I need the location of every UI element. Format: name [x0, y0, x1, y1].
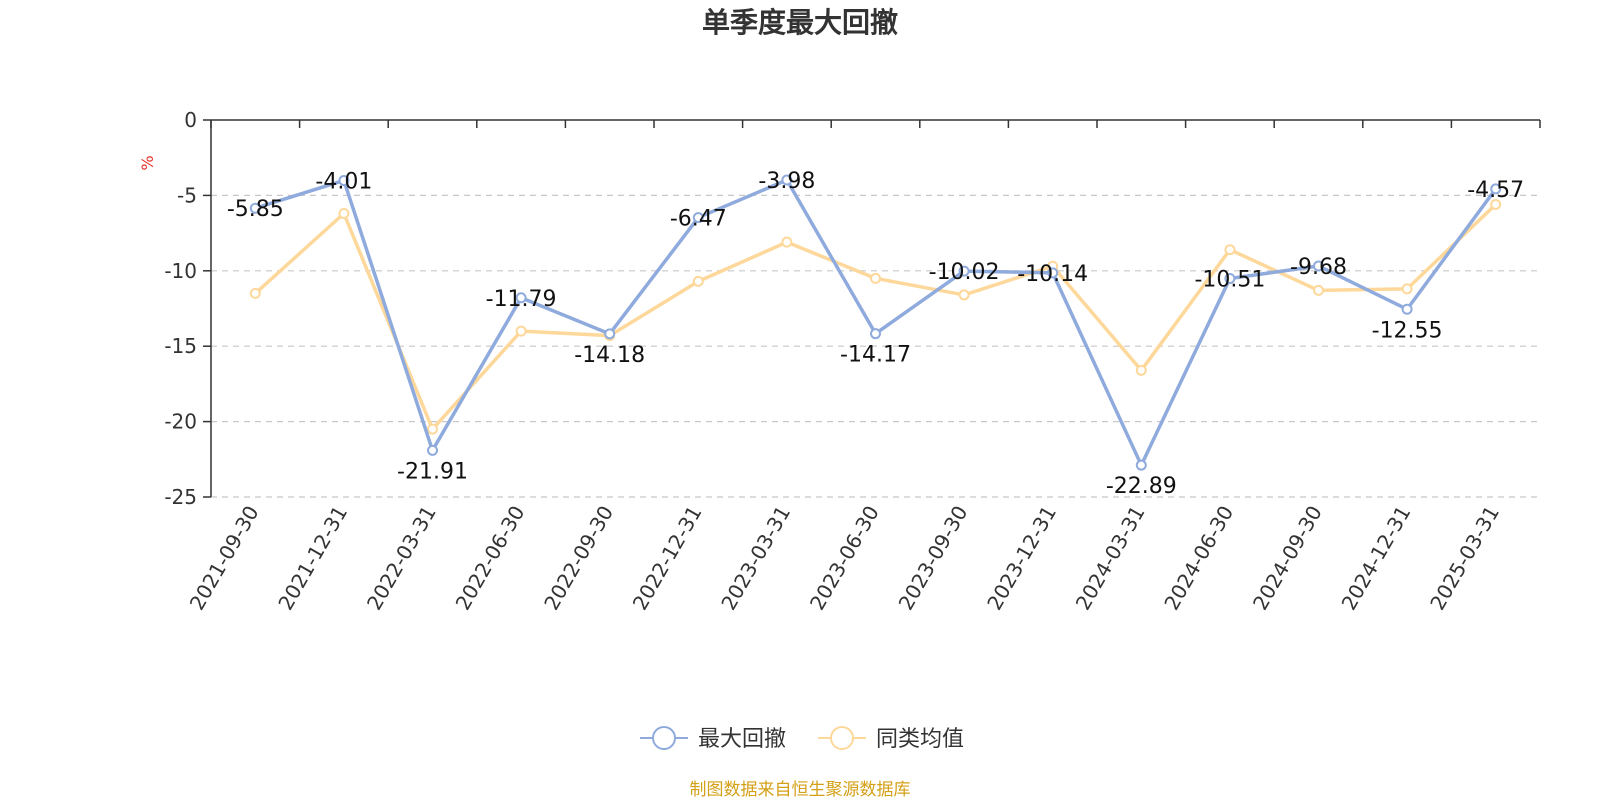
x-tick-label: 2024-06-30	[1159, 502, 1238, 615]
y-tick-label: -5	[177, 183, 197, 207]
data-point	[1224, 244, 1236, 256]
y-axis-unit-label: %	[138, 155, 157, 170]
data-point	[1401, 303, 1413, 315]
data-point	[958, 265, 970, 277]
data-label: -9.68	[1290, 255, 1347, 280]
data-point	[1047, 267, 1059, 279]
series-line	[254, 178, 1498, 467]
legend-marker	[652, 726, 676, 750]
x-tick-label: 2021-09-30	[185, 502, 264, 615]
legend-marker	[830, 726, 854, 750]
x-tick-label: 2023-06-30	[805, 502, 884, 615]
grid-lines	[211, 194, 1540, 498]
legend-label: 同类均值	[876, 727, 964, 752]
data-point	[1401, 283, 1413, 295]
data-label: -5.85	[227, 197, 284, 222]
data-point	[427, 423, 438, 435]
source-note: 制图数据来自恒生聚源数据库	[690, 780, 911, 800]
x-tick-label: 2021-12-31	[273, 502, 352, 615]
data-label: -22.89	[1106, 474, 1177, 499]
data-point	[692, 275, 704, 287]
x-tick-label: 2023-12-31	[982, 502, 1061, 615]
y-tick-label: -25	[164, 485, 197, 509]
data-point	[1313, 260, 1324, 272]
data-label: -14.18	[574, 343, 645, 368]
data-labels: -5.85 -4.01 -21.91 -11.79 -14.18 -6.47 -3.98 -1…	[227, 169, 1524, 499]
data-label: -21.91	[397, 459, 468, 484]
data-point	[249, 287, 261, 299]
y-tick-label: -10	[164, 259, 197, 283]
y-tick-label: 0	[184, 108, 197, 132]
x-tick-label: 2024-03-31	[1071, 502, 1150, 615]
legend-item: 同类均值	[818, 726, 964, 752]
chart-title: 单季度最大回撤	[702, 6, 898, 39]
x-tick-label: 2025-03-31	[1425, 502, 1504, 615]
series-lines	[249, 174, 1502, 471]
series-line	[254, 203, 1497, 431]
y-tick-label: -15	[164, 334, 197, 358]
data-point	[1224, 272, 1236, 284]
data-label: -14.17	[840, 343, 911, 368]
data-label: -4.57	[1467, 178, 1524, 203]
data-label: -10.02	[929, 260, 1000, 285]
data-point	[338, 174, 350, 186]
data-label: -10.14	[1017, 262, 1088, 287]
x-tick-label: 2023-03-31	[716, 502, 795, 615]
data-point	[249, 202, 261, 214]
data-point	[515, 292, 527, 304]
data-point	[1490, 183, 1502, 195]
y-tick-label: -20	[164, 410, 197, 434]
data-label: -4.01	[315, 169, 372, 194]
x-tick-label: 2022-06-30	[451, 502, 530, 615]
x-tick-label: 2022-09-30	[539, 502, 618, 615]
x-tick-label: 2023-09-30	[894, 502, 973, 615]
data-label: -10.51	[1194, 267, 1265, 292]
legend: 最大回撤 同类均值	[640, 726, 964, 752]
data-label: -12.55	[1372, 318, 1443, 343]
data-point	[427, 444, 438, 456]
data-point	[958, 289, 970, 301]
data-point	[781, 174, 793, 186]
data-point	[692, 212, 704, 224]
x-tick-label: 2024-09-30	[1248, 502, 1327, 615]
x-tick-label: 2022-12-31	[628, 502, 707, 615]
data-point	[515, 325, 527, 337]
data-label: -3.98	[758, 169, 815, 194]
data-label: -11.79	[486, 287, 557, 312]
x-tick-label: 2024-12-31	[1337, 502, 1416, 615]
x-tick-label: 2022-03-31	[362, 502, 441, 615]
legend-item: 最大回撤	[640, 726, 786, 752]
data-point	[1135, 459, 1147, 471]
data-point	[781, 236, 793, 248]
data-point	[870, 272, 881, 284]
data-point	[604, 328, 616, 340]
data-point	[870, 328, 881, 340]
data-point	[1313, 284, 1324, 296]
data-point	[1135, 364, 1147, 376]
data-point	[1490, 198, 1502, 210]
legend-label: 最大回撤	[698, 727, 786, 752]
data-point	[338, 207, 350, 219]
data-label: -6.47	[670, 207, 727, 232]
